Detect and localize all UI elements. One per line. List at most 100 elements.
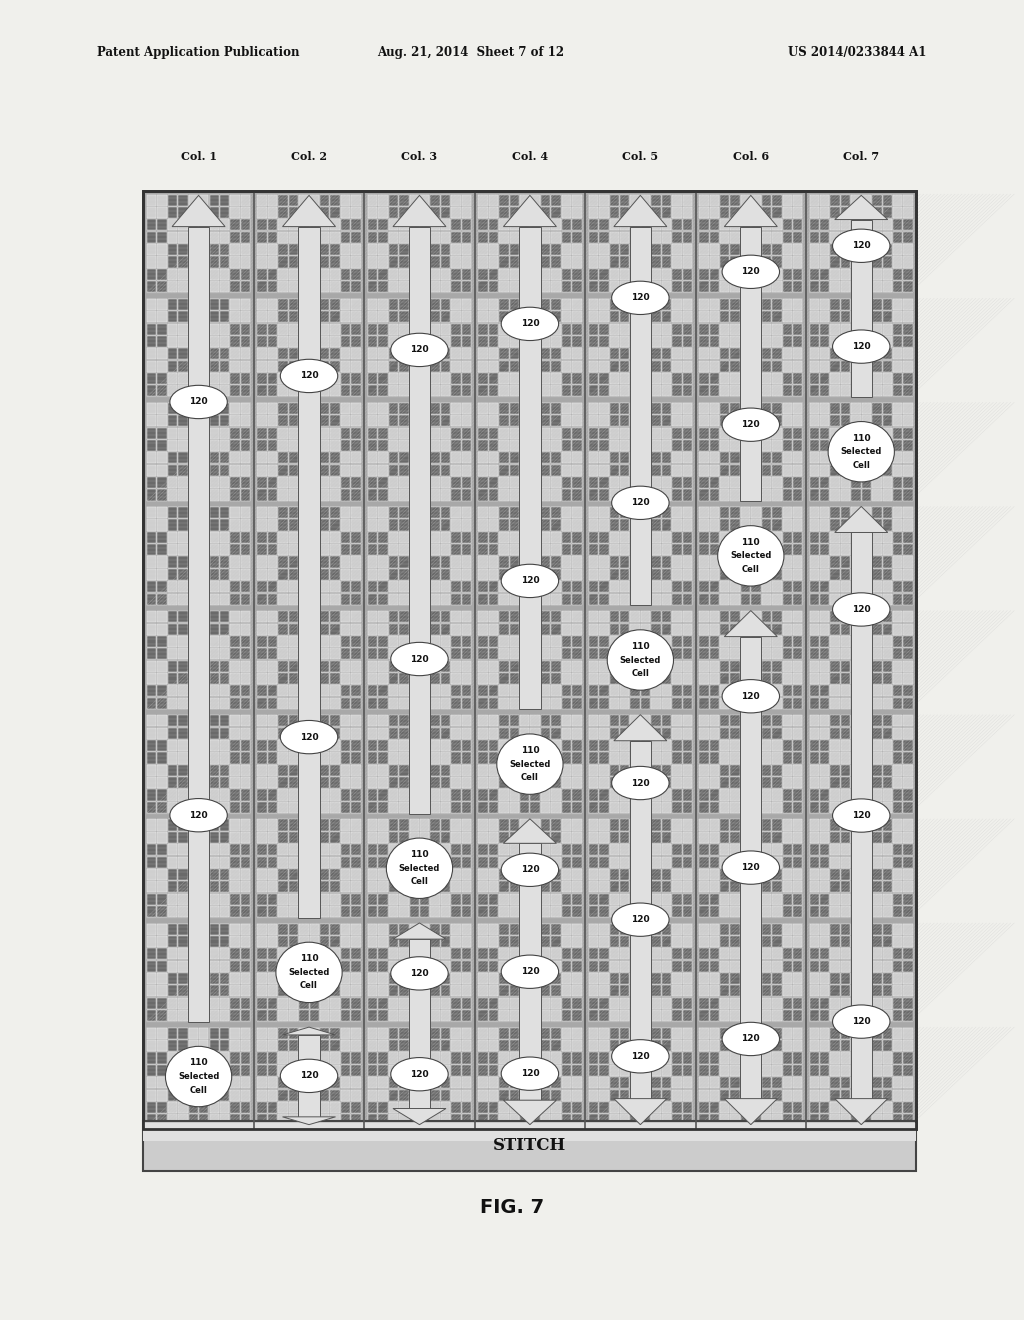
Bar [820,1077,829,1088]
Bar [562,519,571,531]
Bar [810,581,819,593]
Bar [158,323,167,335]
Bar [699,1010,709,1022]
Bar [720,194,729,206]
Bar [883,312,892,322]
Bar [710,298,719,310]
Bar [488,764,498,776]
Bar [430,660,440,672]
Bar [562,906,571,917]
Bar [499,1040,509,1051]
Bar [178,936,187,946]
Bar [752,323,761,335]
Bar [462,673,471,684]
Bar [279,1052,288,1064]
Bar [741,465,751,475]
Bar [793,660,803,672]
Bar [210,323,219,335]
Bar [530,611,540,622]
Bar [683,335,692,347]
Bar [478,1052,487,1064]
Bar [499,374,509,384]
Bar [289,477,298,488]
Bar [830,532,840,543]
Bar [309,973,318,985]
Bar [599,298,608,310]
Bar [319,936,330,946]
Bar [741,581,751,593]
Bar [741,1010,751,1022]
Bar [883,648,892,660]
Bar [720,894,729,904]
Bar [188,924,198,935]
Bar [462,1010,471,1022]
Text: 120: 120 [189,810,208,820]
Bar [599,428,608,438]
Bar [462,985,471,997]
Bar [420,715,429,726]
Bar [862,777,871,788]
Bar [841,857,850,867]
Bar [893,244,902,255]
Bar [188,948,198,960]
Bar [279,1040,288,1051]
Text: 110: 110 [411,850,429,859]
Bar [319,752,330,763]
Bar [551,1028,561,1039]
Polygon shape [613,714,667,741]
Bar [572,360,582,372]
Bar [499,741,509,751]
Bar [452,1065,461,1076]
Bar [551,490,561,500]
Bar [178,581,187,593]
Bar [341,636,350,647]
Bar [499,385,509,396]
Bar [309,727,318,739]
Bar [820,1102,829,1113]
Bar [499,845,509,855]
Bar [810,269,819,280]
Bar [158,281,167,292]
Text: Col. 6: Col. 6 [733,152,769,162]
Bar [641,820,650,830]
Bar [762,312,771,322]
Bar [168,673,177,684]
Bar [699,403,709,414]
Bar [309,752,318,763]
Bar [289,557,298,568]
Bar [903,636,912,647]
Bar [782,507,792,519]
Bar [331,453,340,463]
Bar [883,428,892,438]
Bar [810,256,819,268]
Bar [178,882,187,892]
Bar [488,281,498,292]
Bar [730,312,740,322]
Bar [762,789,771,801]
Bar [620,882,630,892]
Bar [478,636,487,647]
Bar [820,832,829,843]
Bar [520,312,529,322]
Bar [441,465,451,475]
Bar [793,385,803,396]
Bar [572,207,582,218]
Bar [699,973,709,985]
Bar [430,453,440,463]
Bar [158,532,167,543]
Bar [683,948,692,960]
Bar [599,323,608,335]
Bar [651,244,660,255]
Bar [741,906,751,917]
Bar [378,1077,388,1088]
Bar [199,1114,209,1126]
Bar [820,894,829,904]
Bar [158,698,167,709]
Bar [551,882,561,892]
Bar [710,403,719,414]
Bar [488,611,498,622]
Bar [257,985,267,997]
Bar [220,752,229,763]
Bar [499,673,509,684]
Bar [609,961,618,972]
